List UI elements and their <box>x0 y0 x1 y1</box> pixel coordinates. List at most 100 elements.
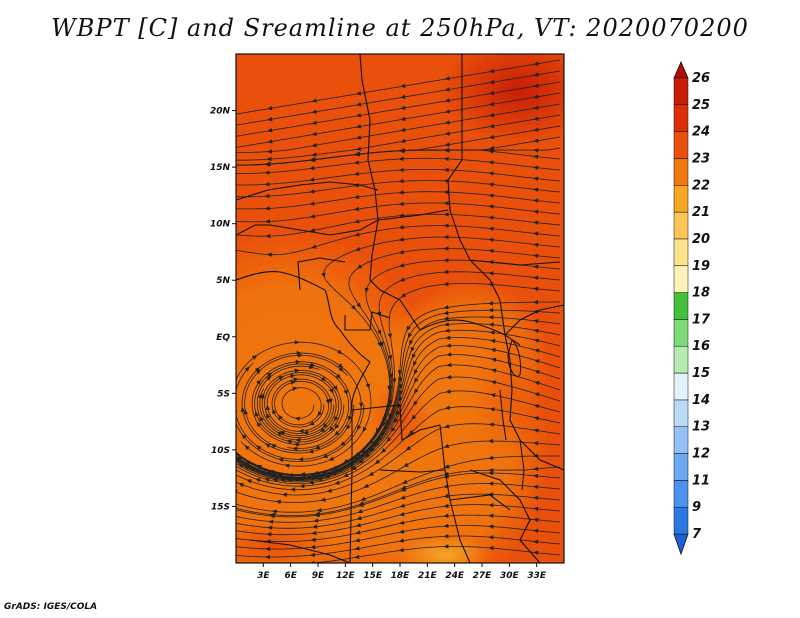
streamline-arrow <box>316 507 322 513</box>
streamline-arrow <box>488 308 494 313</box>
streamline-arrow <box>488 171 494 176</box>
streamline-arrow <box>293 377 299 382</box>
streamline-arrow <box>342 464 348 469</box>
streamline-arrow <box>357 509 363 514</box>
streamline-arrow <box>533 220 539 225</box>
streamline-arrow <box>320 497 326 502</box>
streamline-arrow <box>266 375 272 381</box>
streamline-arrow <box>311 152 317 157</box>
streamline-arrow <box>534 381 540 386</box>
streamline-arrow <box>533 94 539 99</box>
streamline <box>236 157 561 174</box>
streamline-arrow <box>533 242 539 248</box>
streamline-arrow <box>533 404 540 409</box>
streamline-arrow <box>369 446 375 453</box>
streamline-arrow <box>355 522 362 528</box>
streamline-arrow <box>398 148 404 153</box>
streamline-arrow <box>337 349 343 354</box>
streamline-arrow <box>443 269 449 275</box>
temperature-shading <box>236 54 564 563</box>
streamline-arrow <box>311 120 317 126</box>
streamline-arrow <box>286 439 292 444</box>
streamline-arrow <box>444 131 450 136</box>
streamline-arrow <box>352 454 358 460</box>
streamline <box>236 114 561 161</box>
streamline-arrow <box>254 469 261 474</box>
streamline-arrow <box>443 258 449 263</box>
streamline-arrow <box>488 535 494 540</box>
streamline-arrow <box>488 160 494 165</box>
streamline-arrow <box>383 425 388 431</box>
streamline-arrow <box>354 554 360 560</box>
streamline-arrow <box>533 148 539 153</box>
streamline-arrow <box>400 83 406 89</box>
streamline-arrow <box>354 232 360 237</box>
streamline-arrow <box>364 452 371 458</box>
latitude-axis: 20N 15N 10N 5N EQ 5S 10S 15S <box>210 107 236 512</box>
streamline-arrow <box>392 378 397 384</box>
streamline-arrow <box>353 206 360 212</box>
streamline-arrow <box>290 373 296 379</box>
streamline-arrow <box>265 443 271 448</box>
streamline-arrow <box>398 156 404 162</box>
streamline-arrow <box>533 506 539 512</box>
streamline-arrow <box>357 424 362 431</box>
streamline <box>236 440 561 503</box>
lat-tick-label: 5N <box>216 276 230 286</box>
streamline-arrow <box>399 520 405 525</box>
streamline <box>236 472 561 518</box>
streamline-arrow <box>534 348 540 353</box>
streamline-arrow <box>413 360 418 367</box>
streamline-arrow <box>406 325 411 332</box>
streamline-arrow <box>340 441 346 446</box>
streamline-arrow <box>321 376 327 382</box>
streamline-arrow <box>533 416 540 421</box>
lat-tick-label: 5S <box>217 389 230 399</box>
colorbar-label: 11 <box>692 473 710 488</box>
streamline-arrow <box>533 328 539 334</box>
streamline-arrow <box>267 525 273 530</box>
streamline-arrow <box>409 339 414 346</box>
streamline-arrow <box>300 472 306 477</box>
streamline-arrow <box>414 377 419 384</box>
streamline-arrow <box>533 528 539 534</box>
streamline-arrow <box>351 457 358 463</box>
streamline-arrow <box>488 502 494 508</box>
credit-label: GrADS: IGES/COLA <box>4 602 98 612</box>
streamline-arrow <box>408 332 413 339</box>
lakes <box>499 339 525 491</box>
streamline-arrow <box>533 539 539 544</box>
lon-tick-label: 15E <box>363 571 383 581</box>
lat-tick-label: 15S <box>211 502 230 512</box>
streamline-arrow <box>346 461 353 466</box>
streamline-arrow <box>382 416 387 423</box>
streamline <box>236 191 561 210</box>
colorbar-segment <box>673 399 689 427</box>
streamline-arrow <box>533 319 539 324</box>
streamline-arrow <box>286 477 292 482</box>
streamline-arrow <box>255 478 261 483</box>
streamline-arrow <box>277 473 283 479</box>
streamline-arrow <box>446 375 452 380</box>
streamline-arrow <box>298 476 304 481</box>
colorbar-label: 21 <box>692 205 710 220</box>
streamline <box>236 514 561 542</box>
colorbar-label: 25 <box>692 98 710 113</box>
streamline-arrow <box>298 428 304 434</box>
streamline-arrow <box>489 112 495 118</box>
streamline-arrow <box>410 346 415 353</box>
streamline <box>236 59 561 115</box>
streamline-arrow <box>272 408 277 415</box>
streamline-arrow <box>380 430 386 437</box>
streamline-arrow <box>533 209 539 214</box>
streamline-arrow <box>488 315 494 320</box>
colorbar-label: 12 <box>692 447 710 462</box>
streamline-arrow <box>488 492 494 497</box>
streamline-arrow <box>388 413 393 419</box>
colorbar-label: 9 <box>692 500 701 515</box>
streamline-arrow <box>294 416 300 421</box>
streamline-arrow <box>488 226 494 231</box>
streamline-arrow <box>388 399 393 406</box>
streamline-arrow <box>377 435 383 442</box>
streamlines <box>236 59 561 563</box>
